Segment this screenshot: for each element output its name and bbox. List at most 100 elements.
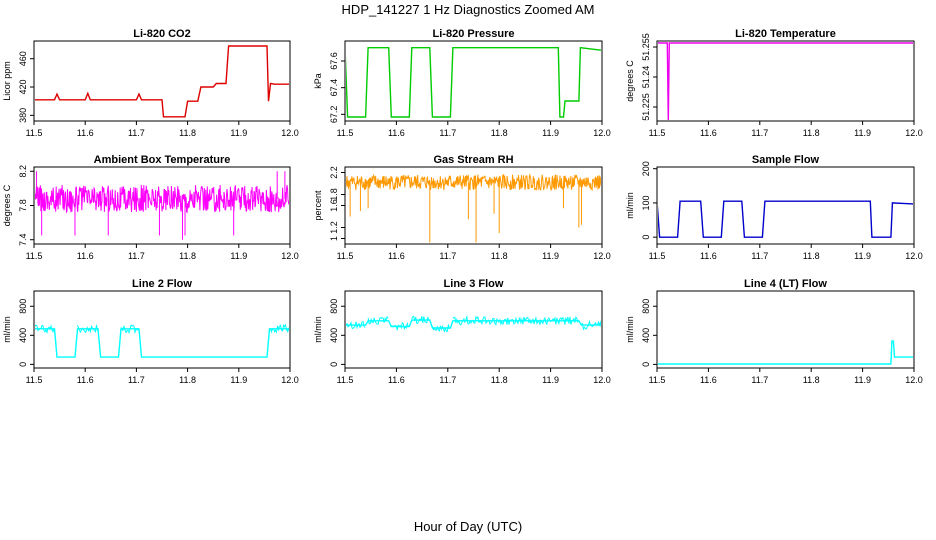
panel-2: Li-820 Pressure kPa 11.5 11.6 11.7 11.8 11.9 12… bbox=[313, 28, 611, 138]
series-jitter bbox=[581, 319, 601, 331]
y-tick-label: 1.2 bbox=[329, 221, 339, 234]
x-tick-label: 12.0 bbox=[905, 128, 923, 138]
y-axis-label: degrees C bbox=[625, 60, 635, 102]
x-tick-label: 11.7 bbox=[751, 128, 768, 138]
series-jitter bbox=[35, 324, 55, 335]
x-tick-label: 11.5 bbox=[337, 128, 354, 138]
x-tick-label: 11.5 bbox=[649, 251, 666, 261]
y-tick-label: 67.4 bbox=[329, 79, 339, 97]
panel-title: Li-820 Temperature bbox=[735, 28, 836, 40]
x-tick-label: 11.9 bbox=[230, 375, 247, 385]
x-tick-label: 11.6 bbox=[700, 375, 717, 385]
y-tick-label: 67.6 bbox=[329, 52, 339, 70]
x-tick-label: 12.0 bbox=[593, 128, 611, 138]
x-tick-label: 12.0 bbox=[281, 251, 299, 261]
y-tick-label: 51.225 bbox=[641, 93, 651, 121]
x-tick-label: 11.5 bbox=[337, 375, 354, 385]
y-tick-label: 800 bbox=[641, 299, 651, 314]
y-axis-label: Licor ppm bbox=[2, 61, 12, 101]
x-tick-label: 11.5 bbox=[26, 375, 43, 385]
y-axis-label: percent bbox=[313, 190, 323, 221]
panel-title: Gas Stream RH bbox=[433, 154, 513, 166]
panel-frame bbox=[656, 40, 915, 122]
panel-1: Li-820 CO2 Licor ppm 11.5 11.6 11.7 11.8 11.9 1… bbox=[2, 28, 299, 138]
x-tick-label: 11.6 bbox=[700, 128, 717, 138]
series-group bbox=[658, 42, 913, 120]
y-axis-label: ml/min bbox=[625, 316, 635, 343]
x-tick-label: 11.6 bbox=[77, 375, 94, 385]
y-tick-label: 7.4 bbox=[18, 233, 28, 246]
x-tick-label: 11.5 bbox=[649, 128, 666, 138]
panel-title: Line 2 Flow bbox=[132, 278, 192, 290]
y-tick-label: 800 bbox=[18, 299, 28, 314]
panel-frame bbox=[33, 290, 291, 369]
series-jitter bbox=[391, 321, 409, 331]
y-tick-label: 2.2 bbox=[329, 166, 339, 179]
x-tick-label: 11.8 bbox=[179, 375, 196, 385]
series-line bbox=[346, 173, 601, 192]
x-tick-label: 11.6 bbox=[77, 128, 94, 138]
y-tick-label: 51.24 bbox=[641, 66, 651, 89]
series-jitter bbox=[77, 324, 98, 334]
x-tick-label: 11.9 bbox=[854, 251, 871, 261]
series-line bbox=[658, 42, 913, 120]
x-tick-label: 11.7 bbox=[128, 375, 145, 385]
panel-frame bbox=[656, 166, 915, 245]
x-tick-label: 11.8 bbox=[491, 251, 508, 261]
x-tick-label: 11.9 bbox=[542, 375, 559, 385]
panel-frame bbox=[33, 40, 291, 122]
series-group bbox=[346, 46, 601, 118]
series-group bbox=[346, 314, 601, 333]
x-tick-label: 11.6 bbox=[388, 375, 405, 385]
y-tick-label: 0 bbox=[18, 362, 28, 367]
x-tick-label: 11.9 bbox=[230, 251, 247, 261]
series-jitter bbox=[411, 316, 430, 325]
y-axis-label: degrees C bbox=[2, 184, 12, 226]
x-tick-label: 11.7 bbox=[128, 251, 145, 261]
x-tick-label: 11.8 bbox=[803, 128, 820, 138]
y-tick-label: 460 bbox=[18, 51, 28, 66]
panel-frame bbox=[344, 290, 603, 369]
y-tick-label: 1.6 bbox=[329, 199, 339, 212]
panel-title: Li-820 Pressure bbox=[433, 28, 515, 40]
x-tick-label: 11.9 bbox=[230, 128, 247, 138]
x-tick-label: 11.8 bbox=[803, 251, 820, 261]
x-tick-label: 11.8 bbox=[179, 128, 196, 138]
series-jitter bbox=[452, 314, 579, 327]
x-tick-label: 11.5 bbox=[26, 251, 43, 261]
y-tick-label: 380 bbox=[18, 108, 28, 123]
series-group bbox=[658, 340, 913, 365]
y-tick-label: 420 bbox=[18, 80, 28, 95]
series-line bbox=[658, 200, 913, 238]
y-tick-label: 400 bbox=[18, 328, 28, 343]
x-tick-label: 11.9 bbox=[542, 128, 559, 138]
x-tick-label: 11.9 bbox=[542, 251, 559, 261]
y-axis-label: kPa bbox=[313, 73, 323, 89]
series-line bbox=[35, 184, 289, 214]
x-tick-label: 11.8 bbox=[179, 251, 196, 261]
y-axis-label: ml/min bbox=[313, 316, 323, 343]
x-tick-label: 11.6 bbox=[388, 128, 405, 138]
panel-title: Line 4 (LT) Flow bbox=[744, 278, 827, 290]
series-line bbox=[35, 328, 289, 358]
panel-title: Li-820 CO2 bbox=[133, 28, 190, 40]
y-tick-label: 7.8 bbox=[18, 199, 28, 212]
panel-title: Line 3 Flow bbox=[444, 278, 504, 290]
x-tick-label: 11.5 bbox=[649, 375, 666, 385]
x-tick-label: 12.0 bbox=[905, 375, 923, 385]
series-jitter bbox=[269, 323, 289, 334]
y-tick-label: 200 bbox=[641, 161, 651, 176]
series-group bbox=[35, 323, 289, 358]
x-tick-label: 11.9 bbox=[854, 128, 871, 138]
y-tick-label: 100 bbox=[641, 195, 651, 210]
x-tick-label: 11.7 bbox=[439, 251, 456, 261]
panel-title: Sample Flow bbox=[752, 154, 820, 166]
series-jitter bbox=[431, 324, 450, 333]
y-tick-label: 51.255 bbox=[641, 33, 651, 61]
y-tick-label: 0 bbox=[641, 235, 651, 240]
x-tick-label: 11.6 bbox=[700, 251, 717, 261]
x-tick-label: 12.0 bbox=[281, 128, 299, 138]
figure-title: HDP_141227 1 Hz Diagnostics Zoomed AM bbox=[342, 2, 595, 17]
panel-frame bbox=[344, 40, 603, 122]
